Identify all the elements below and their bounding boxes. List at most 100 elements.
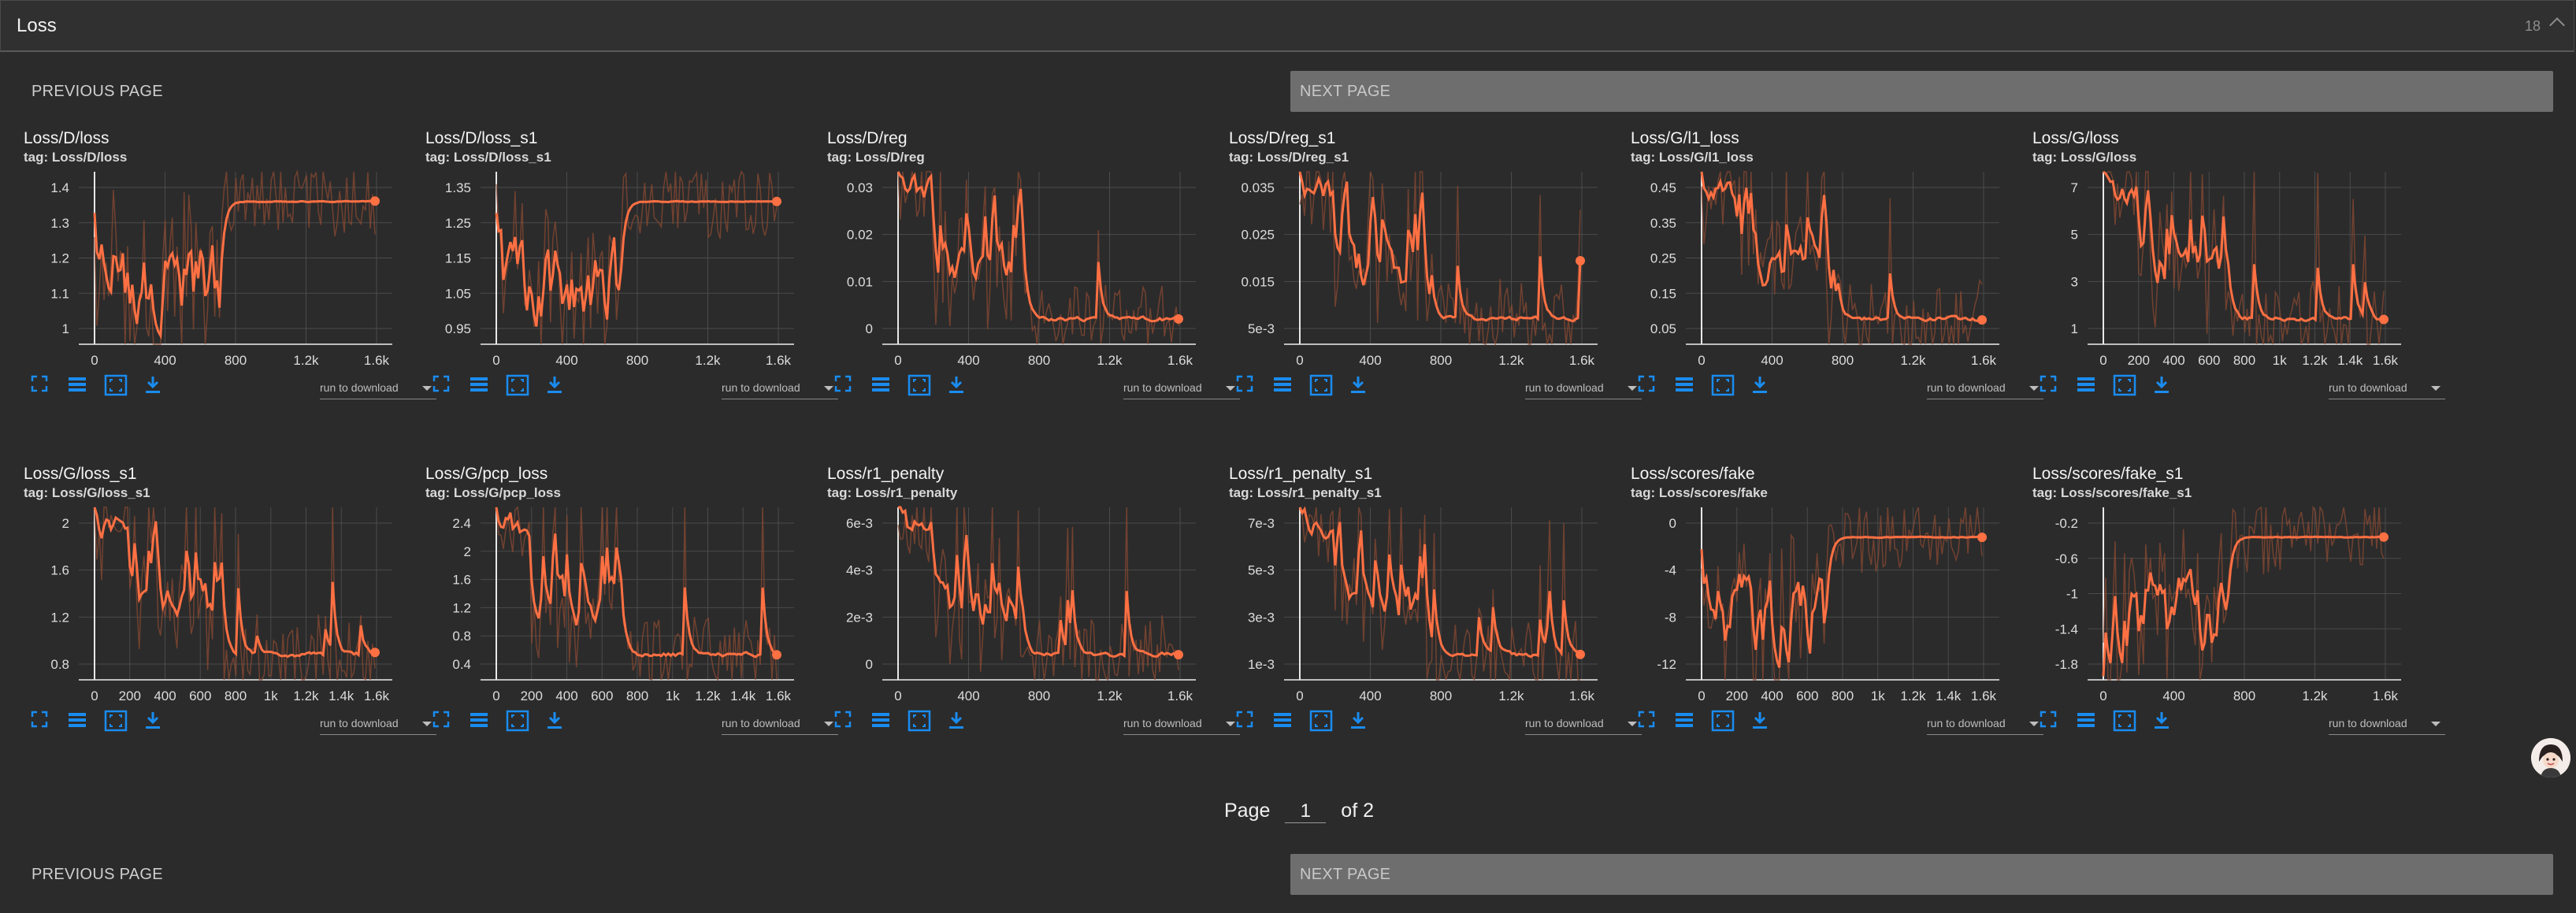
data-table-icon[interactable] <box>2075 709 2099 733</box>
section-header[interactable]: Loss 18 <box>0 0 2574 52</box>
download-icon[interactable] <box>142 709 165 733</box>
fullscreen-icon[interactable] <box>1235 709 1259 733</box>
fit-domain-icon[interactable] <box>1309 373 1333 397</box>
run-download-select[interactable]: run to download <box>1525 717 1642 735</box>
fullscreen-icon[interactable] <box>1637 709 1661 733</box>
run-download-select[interactable]: run to download <box>2329 381 2445 399</box>
run-download-select[interactable]: run to download <box>1927 381 2043 399</box>
chart-svg[interactable]: 0 200 400 600 800 1k 1.2k 1.4k 1.6k 2 1.6 1.2 0.8 <box>24 503 394 715</box>
data-table-icon[interactable] <box>1271 373 1295 397</box>
chart-svg[interactable]: 0 400 800 1.2k 1.6k 7e-3 5e-3 3e-3 1e-3 <box>1229 503 1599 715</box>
chart-svg[interactable]: 0 400 800 1.2k 1.6k 0.03 0.02 0.01 0 <box>827 167 1197 380</box>
chart-plot[interactable]: 0 400 800 1.2k 1.6k 1.4 1.3 1.2 1.1 1 <box>24 167 394 380</box>
fit-domain-icon[interactable] <box>2113 709 2136 733</box>
page-number-input[interactable]: 1 <box>1285 796 1327 823</box>
chart-svg[interactable]: 0 400 800 1.2k 1.6k 0.035 0.025 0.015 5e-3 <box>1229 167 1599 380</box>
chart-title: Loss/G/pcp_loss <box>425 465 548 483</box>
run-download-select[interactable]: run to download <box>320 381 436 399</box>
chart-svg[interactable]: 0 400 800 1.2k 1.6k 6e-3 4e-3 2e-3 0 <box>827 503 1197 715</box>
fit-domain-icon[interactable] <box>104 373 128 397</box>
chart-plot[interactable]: 0 400 800 1.2k 1.6k 1.35 1.25 1.15 1.05 0.95 <box>425 167 796 380</box>
run-download-select[interactable]: run to download <box>2329 717 2445 735</box>
smoothed-series-line <box>2103 170 2385 322</box>
download-icon[interactable] <box>1749 373 1772 397</box>
fullscreen-icon[interactable] <box>2039 709 2062 733</box>
data-table-icon[interactable] <box>468 709 492 733</box>
fit-domain-icon[interactable] <box>506 373 529 397</box>
fit-domain-icon[interactable] <box>2113 373 2136 397</box>
run-download-select[interactable]: run to download <box>320 717 436 735</box>
fullscreen-icon[interactable] <box>30 373 54 397</box>
fullscreen-icon[interactable] <box>1637 373 1661 397</box>
next-page-button-bottom[interactable]: NEXT PAGE <box>1290 854 2553 895</box>
fit-domain-icon[interactable] <box>1711 373 1735 397</box>
collapse-chevron-icon[interactable] <box>2549 17 2565 33</box>
chart-plot[interactable]: 0 200 400 600 800 1k 1.2k 1.4k 1.6k 2.4 2 1.6 1.2 0.8… <box>425 503 796 715</box>
chart-svg[interactable]: 0 200 400 600 800 1k 1.2k 1.4k 1.6k 0 -4 -8 -12 <box>1631 503 2001 715</box>
chart-plot[interactable]: 0 400 800 1.2k 1.6k 7e-3 5e-3 3e-3 1e-3 <box>1229 503 1599 715</box>
run-download-select[interactable]: run to download <box>1525 381 1642 399</box>
previous-page-button-bottom[interactable]: PREVIOUS PAGE <box>32 866 163 883</box>
download-icon[interactable] <box>544 709 567 733</box>
download-icon[interactable] <box>1749 709 1772 733</box>
fullscreen-icon[interactable] <box>432 373 455 397</box>
download-icon[interactable] <box>1347 373 1371 397</box>
fit-domain-icon[interactable] <box>1711 709 1735 733</box>
fullscreen-icon[interactable] <box>833 373 857 397</box>
chart-svg[interactable]: 0 400 800 1.2k 1.6k 1.35 1.25 1.15 1.05 0.95 <box>425 167 796 380</box>
chart-svg[interactable]: 0 400 800 1.2k 1.6k 1.4 1.3 1.2 1.1 1 <box>24 167 394 380</box>
avatar[interactable] <box>2531 738 2570 778</box>
data-table-icon[interactable] <box>66 709 90 733</box>
download-icon[interactable] <box>142 373 165 397</box>
download-icon[interactable] <box>945 373 969 397</box>
download-icon[interactable] <box>2151 373 2174 397</box>
x-tick-label: 1.6k <box>2373 353 2399 368</box>
smoothed-series-line <box>495 507 778 659</box>
fullscreen-icon[interactable] <box>2039 373 2062 397</box>
chart-plot[interactable]: 0 200 400 600 800 1k 1.2k 1.4k 1.6k 0 -4 -8 -12 <box>1631 503 2001 715</box>
chart-svg[interactable]: 0 200 400 600 800 1k 1.2k 1.4k 1.6k 2.4 2 1.6 1.2 0.8… <box>425 503 796 715</box>
next-page-button[interactable]: NEXT PAGE <box>1290 71 2553 112</box>
fit-domain-icon[interactable] <box>506 709 529 733</box>
fit-domain-icon[interactable] <box>1309 709 1333 733</box>
download-icon[interactable] <box>945 709 969 733</box>
dropdown-caret-icon <box>824 722 833 726</box>
run-download-select[interactable]: run to download <box>1927 717 2043 735</box>
chart-plot[interactable]: 0 200 400 600 800 1k 1.2k 1.4k 1.6k 2 1.6 1.2 0.8 <box>24 503 394 715</box>
chart-plot[interactable]: 0 400 800 1.2k 1.6k 0.03 0.02 0.01 0 <box>827 167 1197 380</box>
chart-plot[interactable]: 0 400 800 1.2k 1.6k -0.2 -0.6 -1 -1.4 -1.8 <box>2032 503 2403 715</box>
fit-domain-icon[interactable] <box>908 373 931 397</box>
previous-page-button[interactable]: PREVIOUS PAGE <box>32 83 163 100</box>
run-download-select[interactable]: run to download <box>722 381 838 399</box>
fit-domain-icon[interactable] <box>908 709 931 733</box>
download-icon[interactable] <box>2151 709 2174 733</box>
x-tick-label: 400 <box>1359 353 1381 368</box>
data-table-icon[interactable] <box>870 373 893 397</box>
data-table-icon[interactable] <box>1673 709 1697 733</box>
data-table-icon[interactable] <box>468 373 492 397</box>
data-table-icon[interactable] <box>2075 373 2099 397</box>
chart-svg[interactable]: 0 400 800 1.2k 1.6k -0.2 -0.6 -1 -1.4 -1.8 <box>2032 503 2403 715</box>
data-table-icon[interactable] <box>1673 373 1697 397</box>
fit-domain-icon[interactable] <box>104 709 128 733</box>
chart-svg[interactable]: 0 400 800 1.2k 1.6k 0.45 0.35 0.25 0.15 0.05 <box>1631 167 2001 380</box>
chart-plot[interactable]: 0 400 800 1.2k 1.6k 0.45 0.35 0.25 0.15 0.05 <box>1631 167 2001 380</box>
fullscreen-icon[interactable] <box>30 709 54 733</box>
data-table-icon[interactable] <box>1271 709 1295 733</box>
fullscreen-icon[interactable] <box>432 709 455 733</box>
run-download-select[interactable]: run to download <box>1123 717 1240 735</box>
download-icon[interactable] <box>1347 709 1371 733</box>
download-icon[interactable] <box>544 373 567 397</box>
run-download-select[interactable]: run to download <box>1123 381 1240 399</box>
chart-plot[interactable]: 0 400 800 1.2k 1.6k 6e-3 4e-3 2e-3 0 <box>827 503 1197 715</box>
chart-tag: tag: Loss/D/reg_s1 <box>1229 150 1349 165</box>
fullscreen-icon[interactable] <box>833 709 857 733</box>
data-table-icon[interactable] <box>870 709 893 733</box>
run-download-select[interactable]: run to download <box>722 717 838 735</box>
chart-plot[interactable]: 0 200 400 600 800 1k 1.2k 1.4k 1.6k 7 5 3 1 <box>2032 167 2403 380</box>
data-table-icon[interactable] <box>66 373 90 397</box>
x-tick-label: 200 <box>521 688 543 703</box>
chart-plot[interactable]: 0 400 800 1.2k 1.6k 0.035 0.025 0.015 5e-3 <box>1229 167 1599 380</box>
fullscreen-icon[interactable] <box>1235 373 1259 397</box>
chart-svg[interactable]: 0 200 400 600 800 1k 1.2k 1.4k 1.6k 7 5 3 1 <box>2032 167 2403 380</box>
